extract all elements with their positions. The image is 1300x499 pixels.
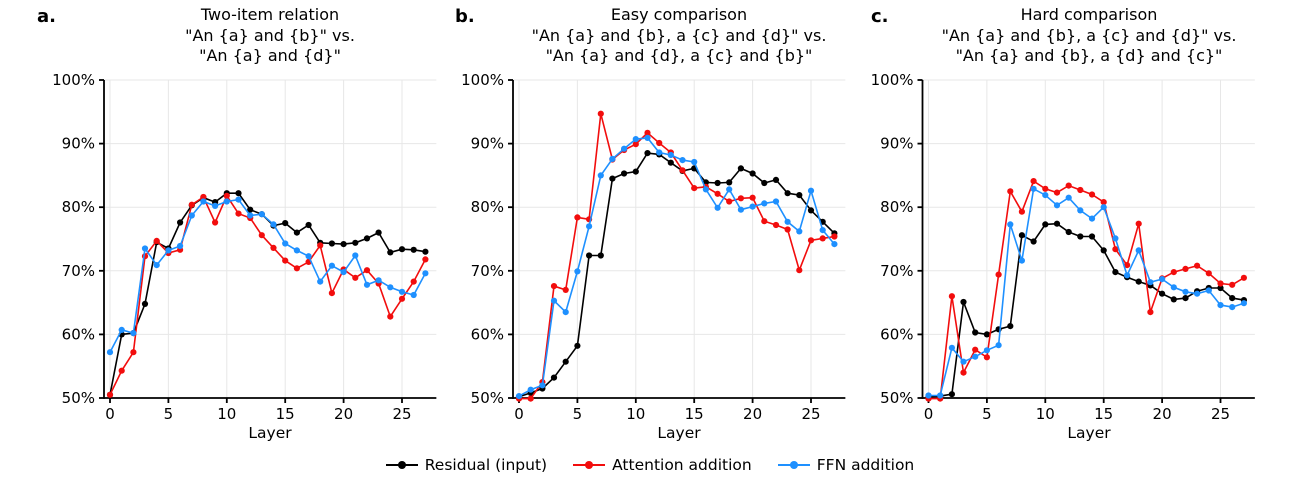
- legend-item-ffn-addition: FFN addition: [777, 456, 915, 474]
- svg-text:90%: 90%: [880, 135, 913, 153]
- svg-text:60%: 60%: [62, 325, 95, 343]
- tick-labels: 50% 60% 70% 80% 90% 100% 0 5 10 15 20 25: [871, 71, 1230, 423]
- title-line: "An {a} and {d}, a {c} and {b}": [545, 46, 813, 65]
- title-line: "An {a} and {b}" vs.: [185, 25, 355, 45]
- svg-text:50%: 50%: [62, 389, 95, 407]
- svg-text:90%: 90%: [62, 135, 95, 153]
- series-ffn-addition: [925, 185, 1247, 399]
- svg-text:80%: 80%: [880, 198, 913, 216]
- svg-text:90%: 90%: [471, 135, 504, 153]
- gridlines: [104, 79, 437, 398]
- x-axis-label-b: Layer: [657, 424, 701, 442]
- panel-title-b: Easy comparison "An {a} and {b}, a {c} a…: [509, 5, 849, 67]
- legend-item-residual: Residual (input): [385, 456, 548, 474]
- series-ffn-addition: [106, 196, 429, 356]
- svg-text:15: 15: [1094, 405, 1113, 423]
- legend-label: Residual (input): [424, 456, 548, 474]
- panel-letter-c: c.: [871, 6, 889, 27]
- series-attention-addition: [106, 192, 429, 398]
- legend-label: Attention addition: [612, 456, 752, 474]
- title-line: Hard comparison: [1020, 5, 1158, 24]
- svg-text:20: 20: [334, 405, 353, 423]
- title-line: Easy comparison: [610, 5, 748, 24]
- svg-text:5: 5: [573, 405, 583, 423]
- svg-text:5: 5: [164, 405, 174, 423]
- tick-labels: 50% 60% 70% 80% 90% 100% 0 5 10 15 20 25: [461, 71, 820, 423]
- svg-text:10: 10: [217, 405, 236, 423]
- ffn-line-marker-icon: [777, 460, 810, 470]
- title-line: Two-item relation: [200, 5, 340, 24]
- svg-text:100%: 100%: [52, 71, 95, 89]
- series-residual-input-: [925, 220, 1247, 400]
- svg-text:60%: 60%: [471, 325, 504, 343]
- svg-text:100%: 100%: [871, 71, 914, 89]
- series-ffn-addition: [515, 134, 838, 400]
- svg-text:25: 25: [1211, 405, 1230, 423]
- svg-text:0: 0: [514, 405, 524, 423]
- x-axis-label-c: Layer: [1067, 424, 1111, 442]
- axes: [508, 79, 846, 403]
- series-residual-input-: [106, 190, 429, 398]
- svg-text:10: 10: [1036, 405, 1055, 423]
- chart-panel-a: 50% 60% 70% 80% 90% 100% 0 5 10 15 20 25: [52, 71, 437, 423]
- x-axis-label-a: Layer: [248, 424, 292, 442]
- svg-text:0: 0: [924, 405, 934, 423]
- series-attention-addition: [515, 110, 838, 402]
- chart-legend: Residual (input) Attention addition FFN …: [0, 456, 1300, 474]
- panel-title-a: Two-item relation "An {a} and {b}" vs. "…: [100, 5, 440, 67]
- svg-text:100%: 100%: [461, 71, 504, 89]
- svg-text:60%: 60%: [880, 325, 913, 343]
- svg-text:0: 0: [105, 405, 115, 423]
- axes: [917, 79, 1255, 403]
- panel-title-c: Hard comparison "An {a} and {b}, a {c} a…: [919, 5, 1259, 67]
- svg-text:15: 15: [276, 405, 295, 423]
- series-residual-input-: [515, 150, 838, 400]
- svg-text:70%: 70%: [880, 262, 913, 280]
- axes: [99, 79, 437, 403]
- panel-letter-a: a.: [37, 6, 56, 27]
- title-line: "An {a} and {b}, a {d} and {c}": [955, 46, 1223, 65]
- svg-text:20: 20: [1153, 405, 1172, 423]
- attention-line-marker-icon: [573, 460, 606, 470]
- title-line: "An {a} and {d}": [199, 46, 341, 65]
- title-line: "An {a} and {b}, a {c} and {d}" vs.: [531, 25, 827, 45]
- legend-item-attention-addition: Attention addition: [573, 456, 752, 474]
- svg-text:80%: 80%: [62, 198, 95, 216]
- gridlines: [922, 79, 1255, 398]
- svg-text:25: 25: [392, 405, 411, 423]
- residual-line-marker-icon: [385, 460, 418, 470]
- svg-text:15: 15: [685, 405, 704, 423]
- svg-text:10: 10: [626, 405, 645, 423]
- chart-panel-c: 50% 60% 70% 80% 90% 100% 0 5 10 15 20 25: [871, 71, 1255, 423]
- tick-labels: 50% 60% 70% 80% 90% 100% 0 5 10 15 20 25: [52, 71, 411, 423]
- gridlines: [513, 79, 846, 398]
- svg-text:20: 20: [743, 405, 762, 423]
- svg-text:70%: 70%: [471, 262, 504, 280]
- svg-text:50%: 50%: [880, 389, 913, 407]
- svg-text:80%: 80%: [471, 198, 504, 216]
- svg-text:50%: 50%: [471, 389, 504, 407]
- panel-letter-b: b.: [455, 6, 475, 27]
- svg-text:25: 25: [801, 405, 820, 423]
- title-line: "An {a} and {b}, a {c} and {d}" vs.: [941, 25, 1237, 45]
- svg-text:70%: 70%: [62, 262, 95, 280]
- legend-label: FFN addition: [816, 456, 915, 474]
- chart-panel-b: 50% 60% 70% 80% 90% 100% 0 5 10 15 20 25: [461, 71, 846, 423]
- svg-text:5: 5: [982, 405, 992, 423]
